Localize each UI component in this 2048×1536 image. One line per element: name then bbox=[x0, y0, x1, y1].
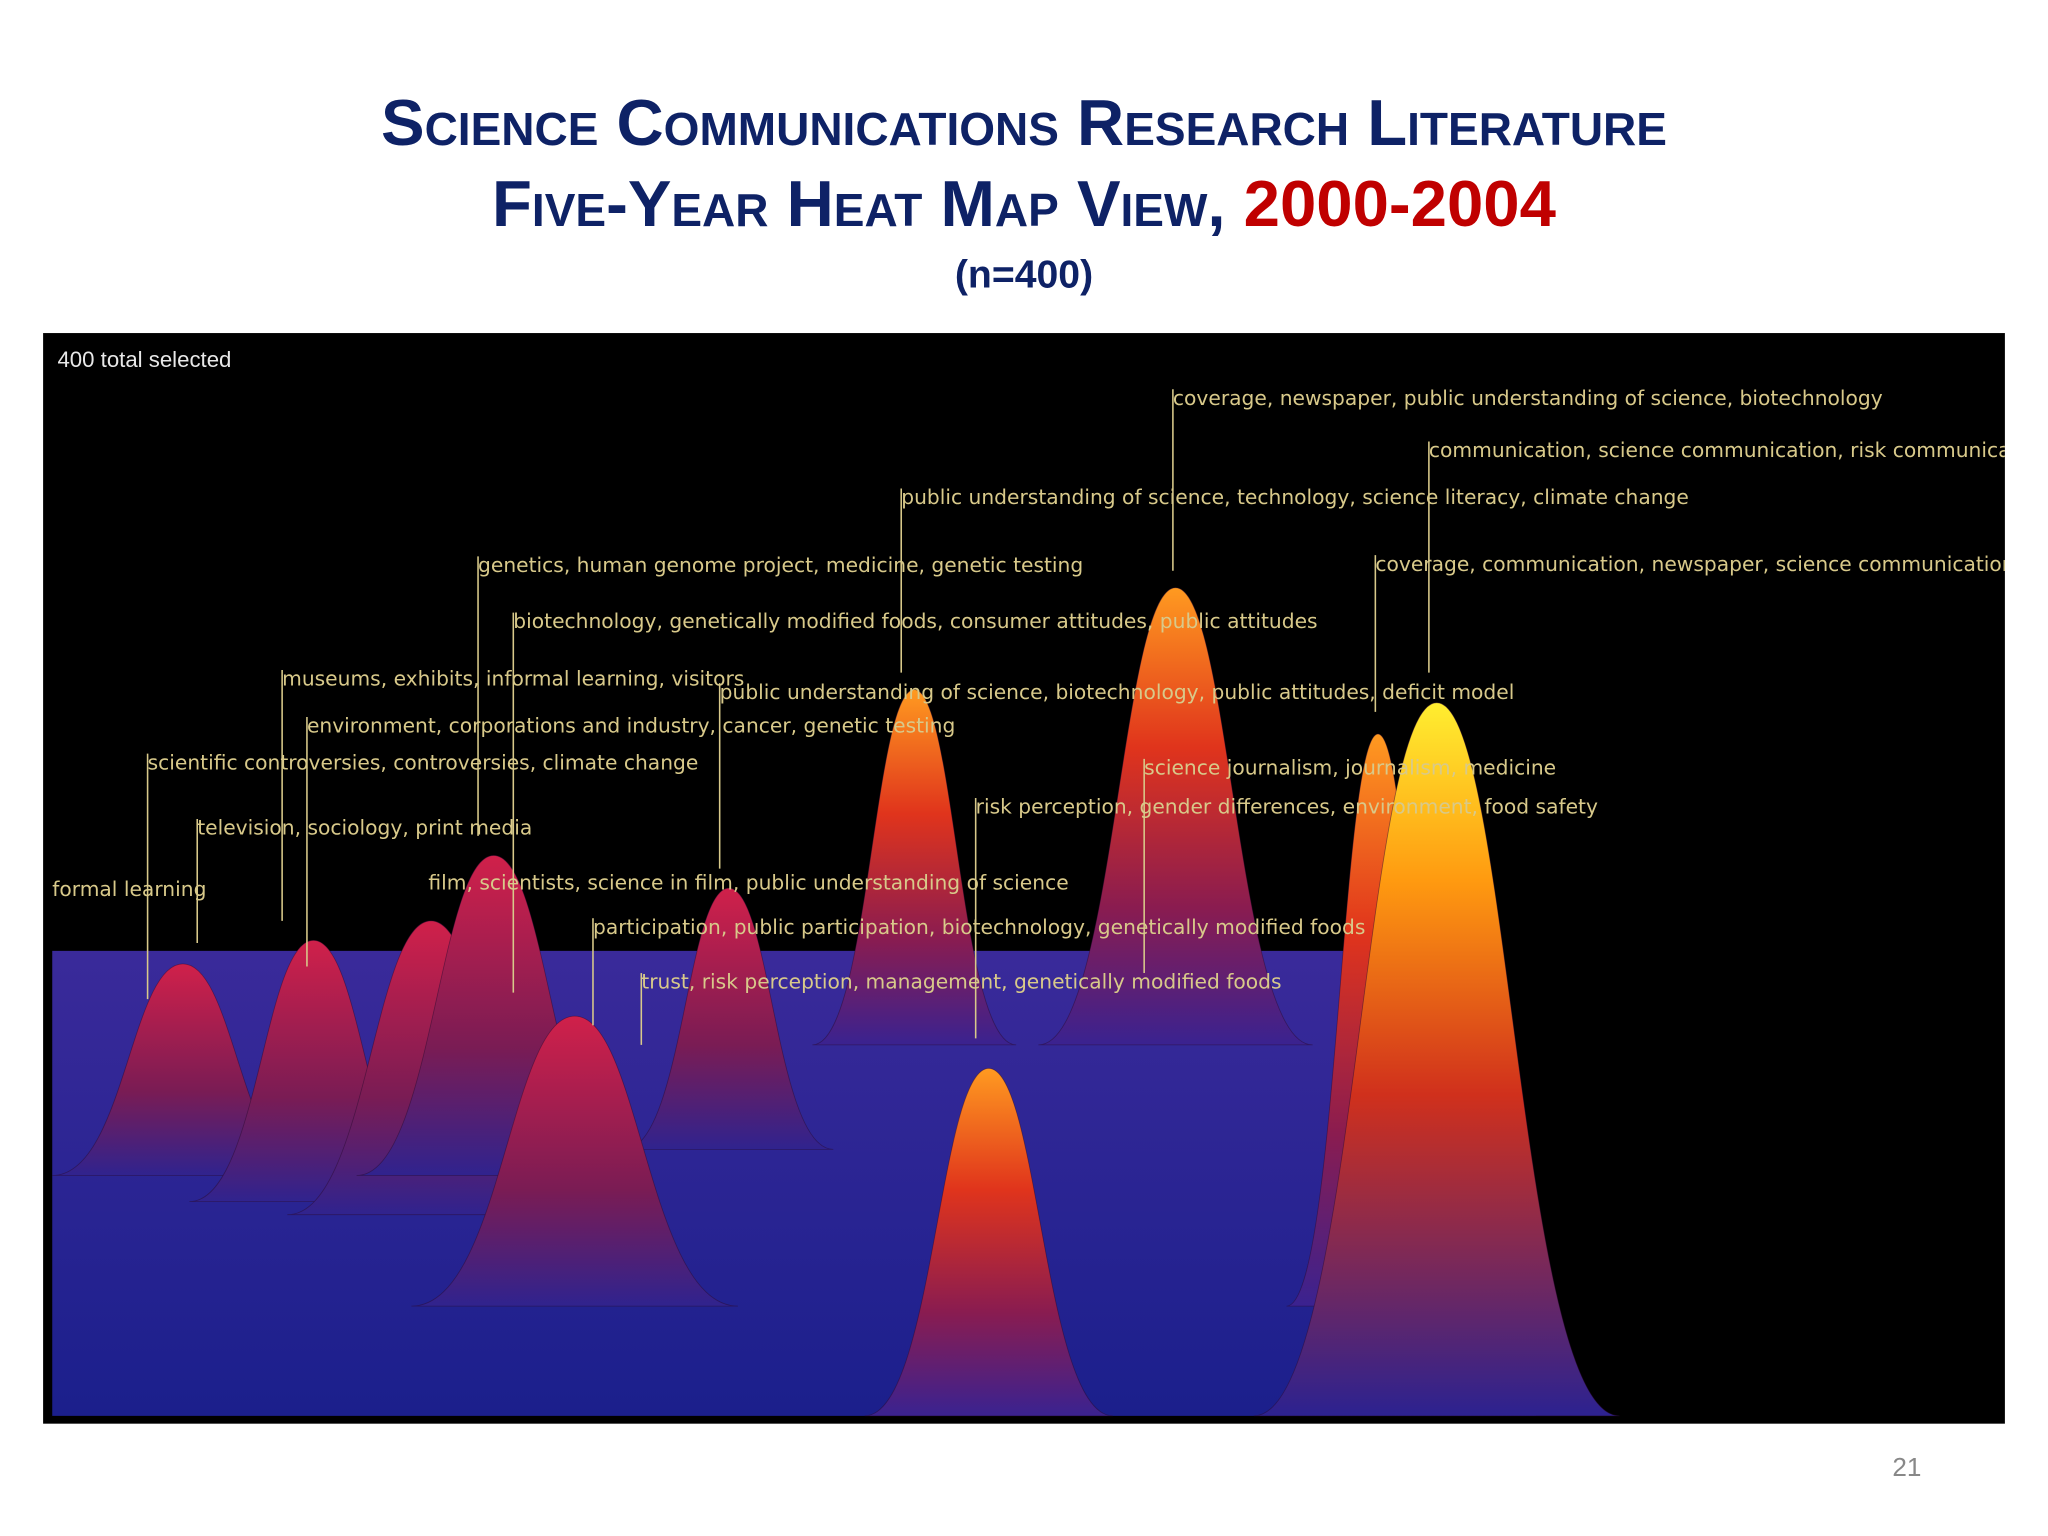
topic-label: environment, corporations and industry, … bbox=[307, 714, 955, 738]
topic-label: television, sociology, print media bbox=[197, 816, 532, 840]
topic-labels: coverage, newspaper, public understandin… bbox=[52, 386, 2048, 1045]
topic-label: trust, risk perception, management, gene… bbox=[641, 970, 1281, 994]
subtitle: (n=400) bbox=[955, 253, 1093, 296]
topic-label: public understanding of science, technol… bbox=[901, 485, 1689, 509]
topic-label: biotechnology, genetically modified food… bbox=[513, 609, 1317, 633]
surface-peak bbox=[864, 1068, 1113, 1417]
topic-label: formal learning bbox=[52, 877, 206, 901]
title-line: Five-Year Heat Map View, 2000-2004 bbox=[492, 167, 1556, 240]
surface-peak bbox=[624, 887, 834, 1150]
topic-label: coverage, communication, newspaper, scie… bbox=[1375, 552, 2014, 576]
surface-peak bbox=[411, 1015, 738, 1307]
topic-label: museums, exhibits, informal learning, vi… bbox=[282, 667, 744, 691]
title-line: Science Communications Research Literatu… bbox=[381, 86, 1667, 159]
topic-label: genetics, human genome project, medicine… bbox=[478, 553, 1083, 577]
topic-label: risk perception, gender differences, env… bbox=[976, 795, 1598, 819]
surface-peak bbox=[812, 689, 1017, 1046]
topic-label: science journalism, journalism, medicine bbox=[1144, 756, 1556, 780]
surface-peak bbox=[1253, 702, 1620, 1417]
surface-peak bbox=[1038, 587, 1313, 1046]
panel-status: 400 total selected bbox=[57, 347, 231, 372]
topic-label: scientific controversies, controversies,… bbox=[148, 750, 699, 774]
title-text: Five-Year Heat Map View, bbox=[492, 167, 1244, 240]
topic-label: communication, science communication, ri… bbox=[1429, 438, 2048, 462]
topic-label: film, scientists, science in film, publi… bbox=[428, 870, 1068, 894]
page-number: 21 bbox=[1892, 1452, 1921, 1482]
topic-label: public understanding of science, biotech… bbox=[720, 680, 1515, 704]
title-years: 2000-2004 bbox=[1244, 167, 1556, 240]
topic-label: coverage, newspaper, public understandin… bbox=[1173, 386, 1883, 410]
topic-label: participation, public participation, bio… bbox=[593, 915, 1365, 939]
heat-map-surface bbox=[52, 587, 1620, 1417]
